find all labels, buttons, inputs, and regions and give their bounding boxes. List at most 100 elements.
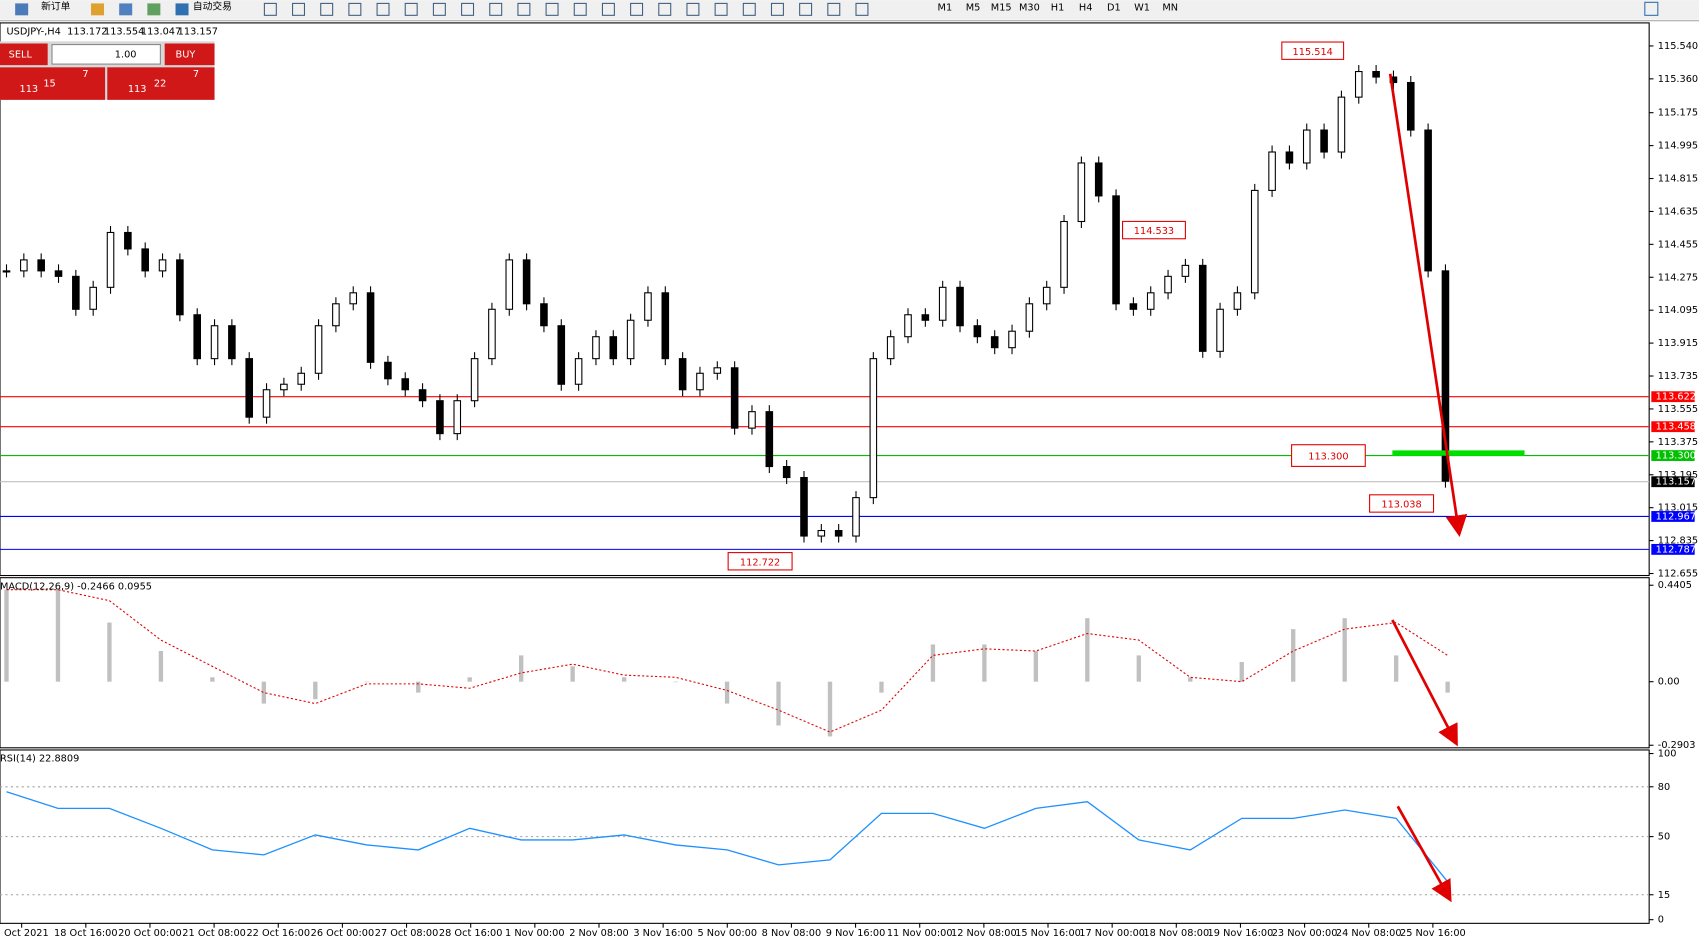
toolbar-icon[interactable] — [658, 2, 672, 16]
candle — [54, 270, 63, 277]
candle — [470, 358, 479, 402]
candle — [1042, 286, 1051, 305]
candle — [1320, 129, 1328, 153]
y-tick-label: 113.735 — [1658, 371, 1698, 382]
macd-bar — [776, 681, 781, 726]
level-tag — [1651, 476, 1695, 488]
level-tag — [1651, 421, 1695, 433]
candle — [609, 336, 618, 360]
timeframe-button[interactable]: M5 — [966, 3, 981, 14]
auto-trading-icon[interactable] — [175, 3, 189, 16]
toolbar-icon[interactable] — [827, 2, 841, 16]
timeframe-button[interactable]: D1 — [1107, 3, 1121, 14]
ohlc-value: 113.172 — [67, 27, 107, 38]
toolbar-icon[interactable] — [770, 2, 784, 16]
candle — [1077, 162, 1086, 223]
candle — [678, 358, 687, 391]
candle — [661, 292, 670, 360]
macd-bar — [467, 677, 472, 682]
ohlc-value: 113.047 — [141, 27, 181, 38]
candle — [1354, 71, 1363, 98]
timeframe-button[interactable]: M1 — [938, 3, 953, 14]
buy-label[interactable]: BUY — [176, 49, 196, 60]
buy-price-box[interactable] — [107, 67, 215, 100]
toolbar-icon[interactable] — [686, 2, 700, 16]
candle — [1164, 275, 1172, 294]
timeframe-button[interactable]: M30 — [1019, 3, 1040, 14]
candle — [176, 259, 184, 316]
toolbar-icon[interactable] — [489, 2, 503, 16]
y-tick-label: 113.915 — [1658, 338, 1698, 349]
candle — [765, 411, 774, 468]
new-order-icon[interactable] — [15, 3, 29, 16]
level-label: 113.300 — [1656, 451, 1696, 462]
toolbar-icon[interactable] — [545, 2, 559, 16]
timeframe-button[interactable]: M15 — [991, 3, 1012, 14]
x-tick-label: 24 Nov 08:00 — [1336, 928, 1402, 939]
sell-label[interactable]: SELL — [9, 49, 33, 60]
toolbar-icon[interactable] — [263, 2, 277, 16]
candle — [886, 336, 895, 360]
toolbar-icon[interactable] — [630, 2, 644, 16]
price-annotation: 113.300 — [1308, 452, 1348, 463]
x-tick-label: 18 Oct 16:00 — [54, 928, 118, 939]
lot-input[interactable] — [51, 44, 161, 65]
x-tick-label: 11 Nov 00:00 — [887, 928, 953, 939]
auto-trading-button[interactable]: 自动交易 — [193, 0, 232, 13]
toolbar-icon[interactable] — [742, 2, 756, 16]
candle — [1112, 195, 1120, 305]
buy-button[interactable] — [164, 43, 215, 66]
candle — [869, 358, 878, 499]
candle — [800, 476, 808, 537]
lot-value[interactable]: 1.00 — [115, 49, 137, 60]
toolbar-icon[interactable] — [348, 2, 362, 16]
search-icon[interactable] — [1644, 1, 1659, 16]
macd-bar — [158, 651, 164, 682]
timeframe-button[interactable]: W1 — [1134, 3, 1150, 14]
timeframe-button[interactable]: H1 — [1051, 3, 1065, 14]
candle — [1424, 129, 1432, 272]
candle — [1025, 303, 1034, 332]
sell-pips: 15 — [43, 79, 55, 90]
timeframe-button[interactable]: H4 — [1079, 3, 1093, 14]
candle — [228, 325, 236, 360]
sell-price-box[interactable] — [0, 67, 106, 100]
toolbar-icon[interactable] — [714, 2, 728, 16]
toolbar-icon[interactable] — [432, 2, 446, 16]
symbol-label: USDJPY-,H4 — [7, 27, 61, 38]
toolbar-icon[interactable] — [119, 3, 133, 16]
candle — [1285, 151, 1294, 164]
axis-layer: 115.540 115.360 115.175 114.995 114.815 114.6… — [0, 41, 1698, 939]
level-label: 113.458 — [1656, 422, 1696, 433]
candle — [280, 383, 288, 391]
toolbar-icon[interactable] — [320, 2, 334, 16]
timeframe-button[interactable]: MN — [1162, 3, 1178, 14]
y-tick-label: 15 — [1658, 890, 1670, 901]
toolbar-icon[interactable] — [461, 2, 475, 16]
toolbar-icon[interactable] — [91, 3, 105, 16]
candle — [540, 303, 548, 327]
x-tick-label: 20 Oct 00:00 — [118, 928, 182, 939]
toolbar-icon[interactable] — [404, 2, 418, 16]
macd-bar — [621, 677, 627, 682]
sell-button[interactable] — [0, 43, 48, 66]
candle — [158, 259, 167, 272]
toolbar-icon[interactable] — [376, 2, 390, 16]
toolbar-icon[interactable] — [517, 2, 531, 16]
buy-point: 7 — [193, 69, 199, 80]
toolbar-icon[interactable] — [601, 2, 615, 16]
candle — [384, 361, 392, 380]
toolbar-icon[interactable] — [799, 2, 813, 16]
toolbar-icon[interactable] — [292, 2, 306, 16]
toolbar-icon[interactable] — [573, 2, 587, 16]
macd-bar — [1136, 655, 1141, 682]
toolbar-icon[interactable] — [855, 2, 869, 16]
x-tick-label: 25 Nov 16:00 — [1400, 928, 1466, 939]
y-tick-label: 0.4405 — [1658, 580, 1692, 591]
new-order-button[interactable]: 新订单 — [41, 0, 70, 13]
y-tick-label: 113.015 — [1658, 503, 1698, 514]
level-label: 113.157 — [1656, 477, 1696, 488]
toolbar-icon[interactable] — [147, 3, 161, 16]
